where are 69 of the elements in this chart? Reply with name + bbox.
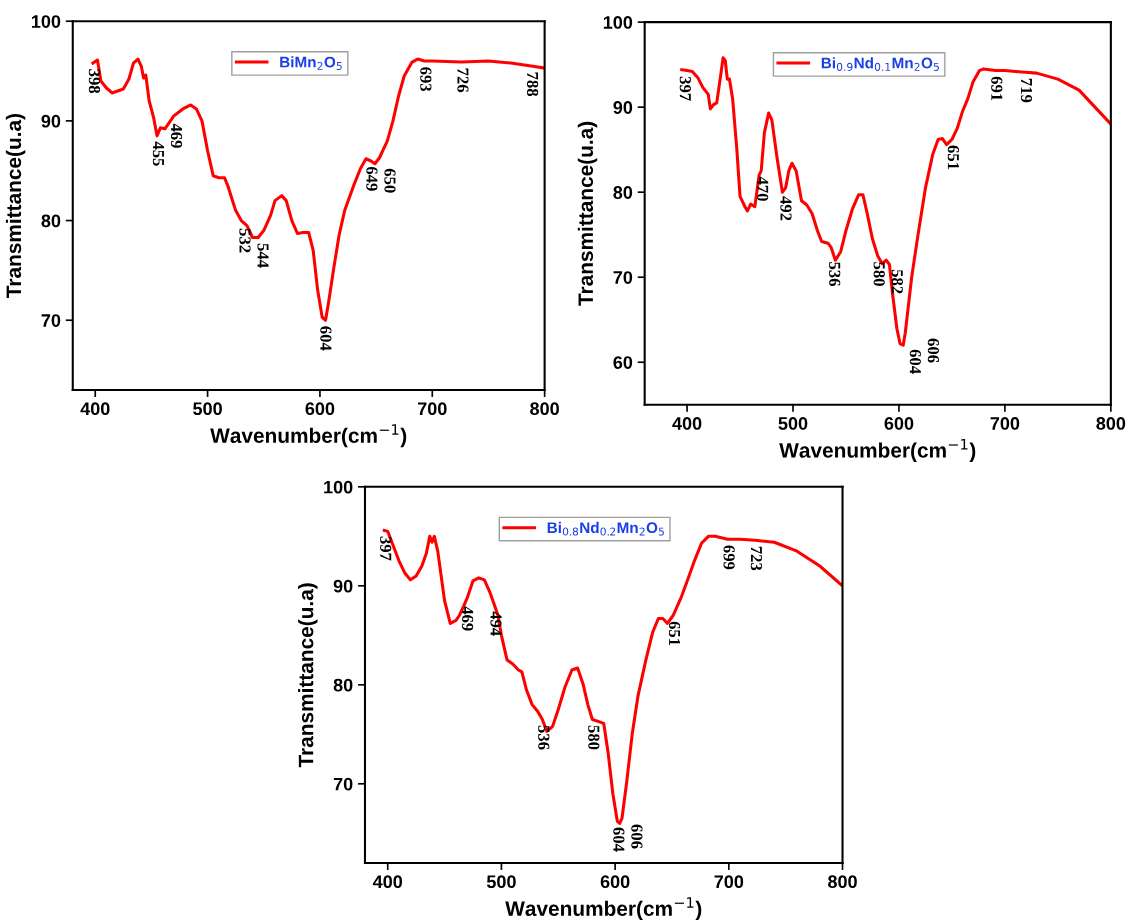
annotation: 606 — [631, 824, 643, 849]
annotation: 469 — [170, 123, 183, 148]
x-axis-title: Wavenumber(cm$^{−1}$) — [779, 438, 976, 462]
annotation: 693 — [420, 67, 432, 92]
x-tick-label: 800 — [1096, 417, 1126, 430]
y-tick-label: 90 — [41, 114, 61, 128]
annotation: 455 — [152, 141, 164, 166]
y-tick-label: 80 — [333, 678, 353, 692]
annotation: 469 — [462, 606, 474, 631]
annotation: 691 — [991, 76, 1003, 101]
annotation: 492 — [780, 196, 792, 221]
annotation: 580 — [588, 725, 600, 750]
x-tick-label: 400 — [372, 875, 403, 889]
annotation: 788 — [526, 72, 539, 97]
x-tick-label: 600 — [884, 417, 914, 430]
annotation: 604 — [320, 326, 332, 351]
y-tick-label: 70 — [613, 271, 633, 284]
annotation: 398 — [88, 69, 101, 94]
annotation: 719 — [1020, 78, 1033, 103]
y-axis-title: Transmittance(u.a) — [577, 121, 598, 306]
annotation: 604 — [909, 349, 921, 374]
annotation: 536 — [538, 725, 550, 750]
annotation: 726 — [457, 68, 469, 93]
annotation: 470 — [757, 176, 769, 201]
x-tick-label: 700 — [417, 402, 447, 416]
x-tick-label: 800 — [828, 875, 857, 889]
x-tick-label: 700 — [990, 417, 1020, 430]
x-tick-label: 500 — [486, 875, 516, 889]
y-tick-label: 90 — [613, 101, 633, 114]
x-tick-label: 700 — [714, 875, 744, 889]
x-axis-title: Wavenumber(cm$^{−1}$) — [210, 424, 407, 448]
y-axis-title: Transmittance(u.a) — [298, 583, 318, 768]
annotation: 723 — [750, 546, 762, 571]
x-tick-label: 500 — [778, 417, 808, 430]
y-tick-label: 60 — [613, 356, 633, 369]
annotation: 582 — [891, 269, 903, 294]
annotation: 544 — [257, 243, 269, 268]
annotation: 532 — [239, 228, 251, 253]
y-tick-label: 70 — [333, 777, 353, 791]
annotation: 397 — [679, 76, 691, 101]
x-tick-label: 400 — [672, 417, 702, 430]
x-axis-title: Wavenumber(cm$^{−1}$) — [505, 897, 702, 921]
x-tick-label: 400 — [80, 402, 110, 416]
x-tick-label: 500 — [193, 402, 222, 416]
y-tick-label: 90 — [333, 579, 353, 593]
y-tick-label: 100 — [603, 16, 633, 29]
y-tick-label: 80 — [41, 214, 61, 228]
y-tick-label: 70 — [41, 314, 61, 327]
y-tick-label: 100 — [31, 15, 61, 28]
annotation: 649 — [366, 166, 378, 191]
x-tick-label: 800 — [530, 402, 559, 416]
y-axis-title: Transmittance(u.a) — [5, 114, 26, 298]
x-tick-label: 600 — [305, 402, 335, 416]
legend-label: Bi$_{0.8}$Nd$_{0.2}$Mn$_{2}$O$_{5}$ — [547, 521, 664, 536]
annotation: 397 — [380, 536, 392, 561]
annotation: 580 — [873, 262, 885, 286]
y-tick-label: 80 — [613, 186, 633, 199]
legend-label: BiMn$_{2}$O$_{5}$ — [280, 56, 342, 70]
annotation: 651 — [668, 621, 681, 646]
y-tick-label: 100 — [324, 480, 353, 494]
annotation: 606 — [927, 338, 940, 363]
legend-label: Bi$_{0.9}$Nd$_{0.1}$Mn$_{2}$O$_{5}$ — [821, 57, 939, 71]
x-tick-label: 600 — [600, 875, 630, 889]
annotation: 536 — [829, 262, 841, 287]
annotation: 650 — [384, 168, 396, 193]
annotation: 604 — [613, 827, 625, 852]
annotation: 699 — [723, 545, 735, 570]
annotation: 651 — [947, 145, 959, 170]
annotation: 494 — [490, 611, 502, 636]
